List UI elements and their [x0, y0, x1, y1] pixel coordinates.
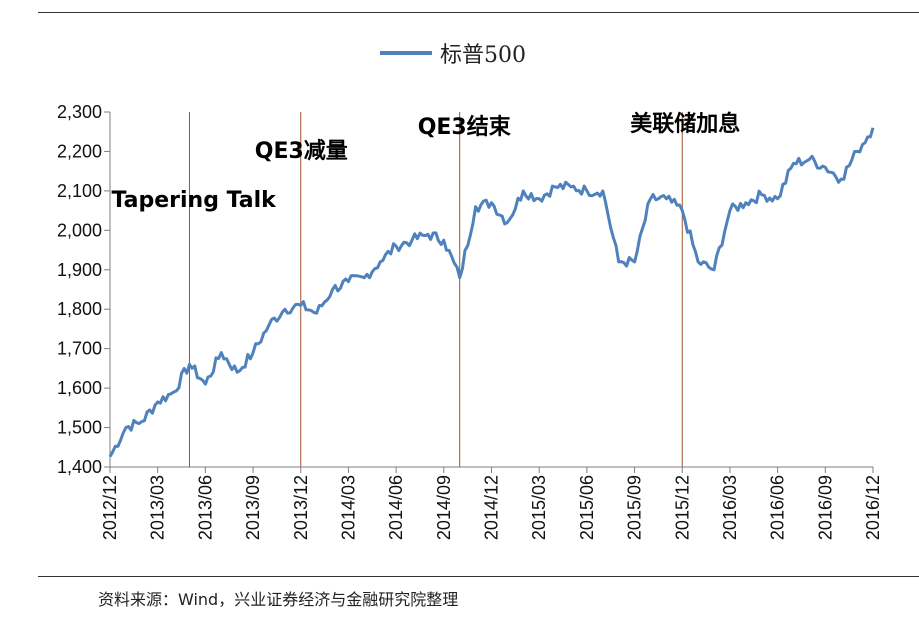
- x-tick-label: 2014/06: [386, 475, 406, 540]
- x-tick-label: 2012/12: [100, 475, 120, 540]
- x-tick-label: 2015/06: [577, 475, 597, 540]
- x-tick-label: 2014/09: [434, 475, 454, 540]
- y-tick-label: 1,400: [57, 457, 102, 477]
- x-axis: 2012/12 2013/03 2013/06 2013/09 2013/12 2014/…: [100, 466, 883, 540]
- y-tick-label: 1,800: [57, 299, 102, 319]
- y-tick-label: 1,500: [57, 418, 102, 438]
- y-tick-label: 1,700: [57, 339, 102, 359]
- x-tick-label: 2015/09: [625, 475, 645, 540]
- annotation-labels: Tapering Talk QE3减量 QE3结束 美联储加息: [111, 111, 740, 213]
- x-tick-label: 2013/09: [243, 475, 263, 540]
- legend-label: 标普500: [440, 43, 526, 68]
- x-tick-label: 2014/03: [338, 475, 358, 540]
- y-tick-label: 2,000: [57, 220, 102, 240]
- series-line: [108, 127, 875, 458]
- y-tick-label: 2,100: [57, 181, 102, 201]
- x-tick-label: 2013/03: [148, 475, 168, 540]
- y-axis: 1,400 1,500 1,600 1,700 1,800 1,900 2,000 2,100…: [57, 102, 111, 477]
- x-tick-label: 2015/12: [672, 475, 692, 540]
- y-tick-label: 1,600: [57, 378, 102, 398]
- x-tick-label: 2016/03: [720, 475, 740, 540]
- source-note: 资料来源：Wind，兴业证券经济与金融研究院整理: [98, 590, 459, 609]
- top-rule: [38, 12, 919, 13]
- annotation-lines: [188, 112, 683, 467]
- annotation-label: QE3结束: [418, 114, 512, 140]
- x-tick-label: 2016/12: [863, 475, 883, 540]
- x-tick-label: 2016/09: [815, 475, 835, 540]
- y-tick-label: 1,900: [57, 260, 102, 280]
- x-tick-label: 2013/06: [195, 475, 215, 540]
- x-tick-label: 2016/06: [768, 475, 788, 540]
- annotation-label: 美联储加息: [630, 111, 740, 137]
- y-tick-label: 2,300: [57, 102, 102, 122]
- x-tick-label: 2015/03: [529, 475, 549, 540]
- annotation-label: Tapering Talk: [111, 188, 277, 213]
- legend: 标普500: [380, 43, 526, 68]
- series-group: [108, 127, 875, 458]
- x-tick-label: 2013/12: [291, 475, 311, 540]
- bottom-rule: [38, 576, 919, 577]
- y-tick-label: 2,200: [57, 141, 102, 161]
- x-tick-label: 2014/12: [482, 475, 502, 540]
- annotation-label: QE3减量: [255, 138, 348, 164]
